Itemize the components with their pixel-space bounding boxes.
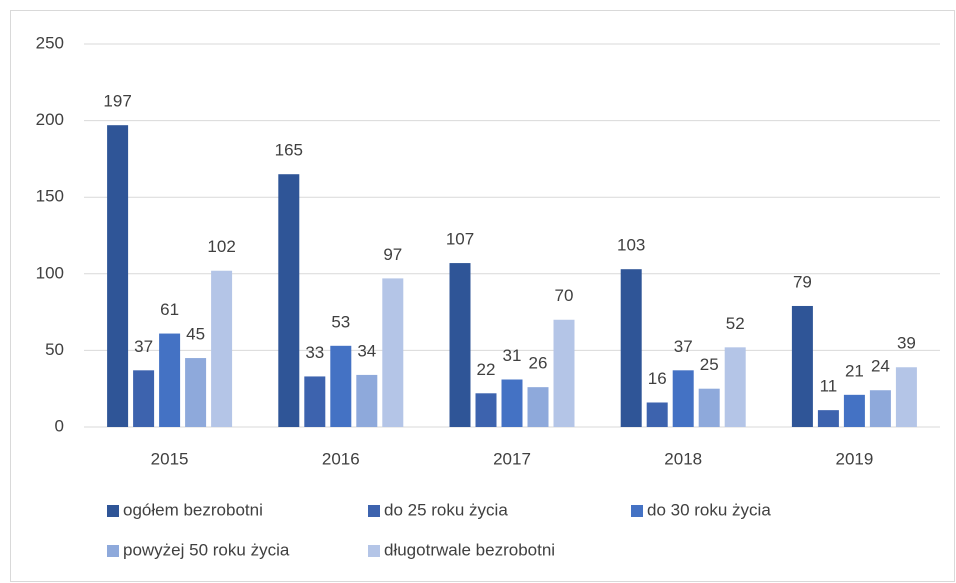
- value-label: 16: [648, 369, 667, 388]
- value-label: 79: [793, 272, 812, 291]
- value-label: 107: [446, 230, 474, 249]
- legend-swatch: [368, 505, 380, 517]
- bar: [501, 379, 523, 427]
- value-label: 103: [617, 236, 645, 255]
- value-label: 25: [700, 355, 719, 374]
- legend-swatch: [631, 505, 643, 517]
- legend-label: do 25 roku życia: [384, 500, 508, 519]
- legend-label: do 30 roku życia: [647, 500, 771, 519]
- bar: [895, 367, 917, 427]
- bar: [330, 345, 352, 427]
- bar: [791, 305, 813, 427]
- bar: [553, 319, 575, 427]
- bar: [185, 358, 207, 427]
- value-label: 22: [477, 360, 496, 379]
- bar: [356, 374, 378, 427]
- legend-swatch: [107, 505, 119, 517]
- legend-label: powyżej 50 roku życia: [123, 540, 290, 559]
- value-label: 197: [103, 92, 131, 111]
- bar: [449, 263, 471, 427]
- value-label: 24: [871, 357, 890, 376]
- legend-label: długotrwale bezrobotni: [384, 540, 555, 559]
- y-tick-label: 200: [36, 110, 64, 129]
- bar: [382, 278, 404, 427]
- value-label: 34: [357, 341, 376, 360]
- value-label: 102: [207, 237, 235, 256]
- value-label: 97: [383, 245, 402, 264]
- bar: [278, 174, 300, 427]
- bar: [869, 390, 891, 427]
- value-label: 165: [275, 141, 303, 160]
- bar: [843, 394, 865, 427]
- legend-label: ogółem bezrobotni: [123, 500, 263, 519]
- value-label: 26: [529, 354, 548, 373]
- bar: [107, 125, 129, 428]
- bar: [620, 269, 642, 427]
- bar: [724, 347, 746, 427]
- value-label: 52: [726, 314, 745, 333]
- chart-frame: [10, 10, 955, 582]
- value-label: 21: [845, 361, 864, 380]
- value-label: 61: [160, 300, 179, 319]
- y-tick-label: 150: [36, 187, 64, 206]
- bar: [133, 370, 155, 427]
- bar: [672, 370, 694, 427]
- legend-swatch: [107, 545, 119, 557]
- value-label: 45: [186, 325, 205, 344]
- bar: [698, 388, 720, 427]
- y-tick-label: 100: [36, 263, 64, 282]
- x-tick-label: 2017: [493, 449, 531, 468]
- bar: [304, 376, 326, 427]
- bar: [211, 270, 233, 427]
- value-label: 39: [897, 334, 916, 353]
- value-label: 31: [503, 346, 522, 365]
- bar: [817, 410, 839, 427]
- x-tick-label: 2016: [322, 449, 360, 468]
- x-tick-label: 2015: [151, 449, 189, 468]
- x-tick-label: 2019: [835, 449, 873, 468]
- bar: [159, 333, 181, 427]
- y-tick-label: 50: [45, 340, 64, 359]
- value-label: 70: [555, 286, 574, 305]
- value-label: 33: [305, 343, 324, 362]
- x-tick-label: 2018: [664, 449, 702, 468]
- y-tick-label: 0: [55, 416, 64, 435]
- value-label: 37: [674, 337, 693, 356]
- value-label: 11: [820, 377, 838, 396]
- legend-swatch: [368, 545, 380, 557]
- bar: [527, 387, 549, 427]
- bar: [646, 402, 668, 427]
- value-label: 37: [134, 337, 153, 356]
- y-tick-label: 250: [36, 33, 64, 52]
- value-label: 53: [331, 312, 350, 331]
- bar: [475, 393, 497, 427]
